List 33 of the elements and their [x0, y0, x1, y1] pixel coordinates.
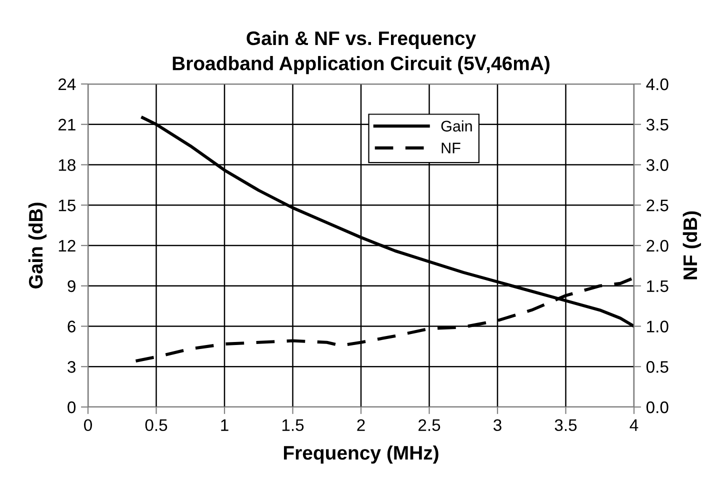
- y-tick-label: 15: [58, 200, 76, 212]
- y-tick-label: 18: [58, 159, 76, 171]
- x-tick-label: 0.5: [145, 419, 168, 432]
- y-tick-label: 9: [68, 280, 76, 292]
- y2-tick-label: 0.0: [646, 401, 668, 414]
- x-tick-label: 4: [630, 419, 638, 431]
- x-tick-label: 0: [84, 419, 92, 432]
- y-tick-label: 12: [58, 240, 76, 252]
- y2-tick-label: 3.0: [646, 159, 668, 171]
- x-tick-label: 3.5: [554, 419, 577, 432]
- y2-tick-label: 1.5: [647, 280, 668, 292]
- y-tick-label: 6: [68, 320, 76, 332]
- x-tick-label: 1: [221, 419, 228, 431]
- y-tick-label: 0: [68, 401, 76, 414]
- x-axis-title: Frequency (MHz): [284, 445, 438, 464]
- x-tick-label: 2.5: [418, 419, 440, 432]
- y2-tick-label: 2.0: [646, 240, 668, 252]
- y-tick-label: 24: [58, 78, 76, 90]
- y2-tick-label: 3.5: [646, 118, 668, 131]
- y2-tick-label: 0.5: [646, 361, 668, 373]
- y-axis-title: Gain (dB): [28, 202, 47, 288]
- legend-label: Gain: [441, 120, 472, 132]
- x-tick-label: 2: [357, 419, 365, 431]
- chart-title: Gain & NF vs. Frequency Broadband Application Circuit (5V,46mA): [172, 30, 550, 74]
- legend-label: NF: [442, 142, 460, 154]
- y-tick-label: 21: [58, 118, 76, 130]
- y2-tick-label: 1.0: [647, 320, 668, 332]
- x-tick-label: 3: [494, 419, 502, 432]
- y2-tick-label: 4.0: [646, 78, 668, 90]
- x-tick-label: 1.5: [282, 419, 304, 432]
- y2-tick-label: 2.5: [646, 200, 668, 212]
- y2-axis-title: NF (dB): [682, 211, 701, 280]
- y-tick-label: 3: [68, 361, 76, 373]
